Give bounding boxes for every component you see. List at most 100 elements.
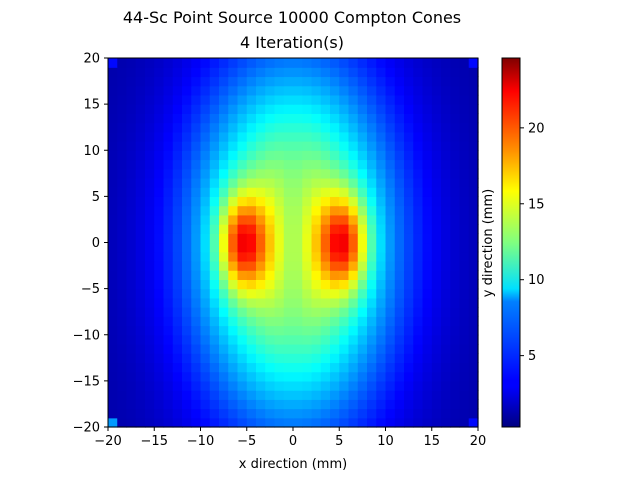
- heatmap-cell: [385, 214, 396, 225]
- heatmap-cell: [413, 362, 424, 373]
- heatmap-cell: [459, 196, 470, 207]
- heatmap-cell: [200, 343, 211, 354]
- heatmap-cell: [163, 224, 174, 234]
- heatmap-cell: [311, 67, 322, 78]
- heatmap-cell: [228, 58, 239, 68]
- heatmap-cell: [404, 141, 414, 151]
- heatmap-cell: [348, 279, 359, 290]
- heatmap-cell: [265, 214, 276, 225]
- heatmap-cell: [293, 214, 303, 225]
- heatmap-cell: [145, 187, 155, 197]
- heatmap-cell: [431, 362, 442, 373]
- heatmap-cell: [126, 307, 137, 317]
- heatmap-cell: [228, 260, 239, 271]
- heatmap-cell: [339, 187, 350, 197]
- heatmap-cell: [209, 390, 220, 400]
- heatmap-cell: [274, 390, 285, 400]
- heatmap-cell: [339, 408, 350, 419]
- heatmap-cell: [320, 325, 331, 336]
- heatmap-cell: [385, 343, 396, 354]
- heatmap-cell: [154, 297, 165, 308]
- heatmap-cell: [163, 353, 174, 364]
- heatmap-cell: [256, 224, 266, 234]
- heatmap-cell: [200, 94, 211, 105]
- heatmap-cell: [219, 251, 229, 262]
- heatmap-cell: [283, 187, 294, 197]
- heatmap-cell: [293, 159, 303, 170]
- heatmap-cell: [108, 343, 118, 354]
- heatmap-cell: [339, 334, 350, 345]
- heatmap-cell: [163, 85, 174, 96]
- heatmap-cell: [422, 196, 433, 207]
- heatmap-cell: [117, 67, 128, 78]
- heatmap-cell: [422, 187, 433, 197]
- heatmap-cell: [228, 288, 239, 299]
- heatmap-cell: [376, 334, 387, 345]
- heatmap-cell: [293, 307, 303, 317]
- heatmap-cell: [348, 177, 359, 188]
- heatmap-cell: [117, 316, 128, 327]
- heatmap-cell: [459, 131, 470, 142]
- y-tick-label: −10: [73, 328, 100, 343]
- heatmap-cell: [209, 297, 220, 308]
- heatmap-cell: [311, 58, 322, 68]
- heatmap-cell: [228, 187, 239, 197]
- heatmap-cell: [200, 168, 211, 179]
- heatmap-cell: [108, 205, 118, 216]
- heatmap-cell: [302, 270, 313, 280]
- heatmap-cell: [246, 242, 257, 253]
- heatmap-cell: [357, 417, 368, 428]
- heatmap-cell: [163, 196, 174, 207]
- heatmap-cell: [283, 399, 294, 410]
- heatmap-cell: [246, 353, 257, 364]
- heatmap-cell: [357, 343, 368, 354]
- heatmap-cell: [367, 187, 377, 197]
- heatmap-cell: [126, 168, 137, 179]
- heatmap-cell: [135, 168, 146, 179]
- heatmap-cell: [135, 307, 146, 317]
- heatmap-cell: [385, 270, 396, 280]
- heatmap-cell: [135, 141, 146, 151]
- heatmap-cell: [191, 214, 202, 225]
- heatmap-cell: [237, 371, 248, 382]
- heatmap-cell: [246, 417, 257, 428]
- heatmap-cell: [163, 177, 174, 188]
- heatmap-cell: [302, 371, 313, 382]
- heatmap-cell: [191, 408, 202, 419]
- heatmap-cell: [293, 417, 303, 428]
- heatmap-cell: [228, 417, 239, 428]
- heatmap-cell: [357, 297, 368, 308]
- heatmap-cell: [283, 279, 294, 290]
- heatmap-cell: [431, 251, 442, 262]
- heatmap-cell: [228, 380, 239, 391]
- heatmap-cell: [145, 122, 155, 133]
- heatmap-cell: [357, 307, 368, 317]
- heatmap-cell: [311, 131, 322, 142]
- heatmap-cell: [228, 334, 239, 345]
- heatmap-cell: [422, 334, 433, 345]
- heatmap-cell: [163, 399, 174, 410]
- heatmap-cell: [126, 399, 137, 410]
- heatmap-cell: [172, 159, 183, 170]
- heatmap-cell: [459, 113, 470, 124]
- heatmap-cell: [367, 251, 377, 262]
- heatmap-cell: [468, 343, 479, 354]
- heatmap-cell: [320, 343, 331, 354]
- heatmap-cell: [283, 177, 294, 188]
- heatmap-cell: [404, 270, 414, 280]
- heatmap-cell: [367, 131, 377, 142]
- heatmap-cell: [126, 242, 137, 253]
- heatmap-cell: [154, 417, 165, 428]
- heatmap-cell: [385, 307, 396, 317]
- heatmap-cell: [348, 353, 359, 364]
- heatmap-cell: [385, 67, 396, 78]
- heatmap-cell: [385, 168, 396, 179]
- heatmap-cell: [348, 113, 359, 124]
- heatmap-cell: [191, 270, 202, 280]
- heatmap-cell: [237, 159, 248, 170]
- heatmap-cell: [376, 58, 387, 68]
- heatmap-cell: [293, 270, 303, 280]
- heatmap-cell: [274, 334, 285, 345]
- heatmap-cell: [274, 362, 285, 373]
- heatmap-cell: [265, 67, 276, 78]
